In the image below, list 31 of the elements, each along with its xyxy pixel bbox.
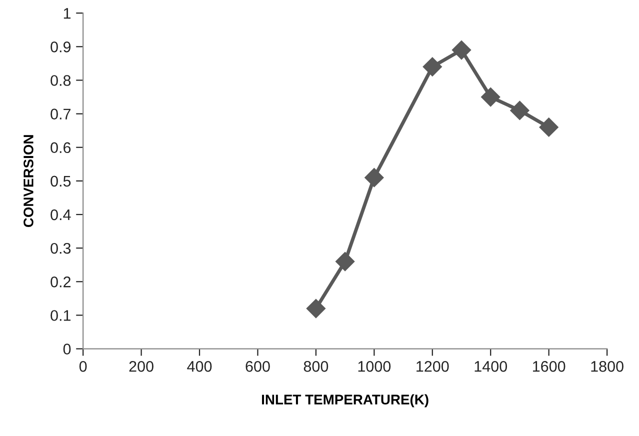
y-tick-label: 1: [64, 8, 71, 19]
y-tick-label: 0.6: [50, 142, 71, 154]
x-tick-label: 400: [187, 361, 212, 372]
y-tick-label: 0.7: [50, 108, 70, 120]
x-tick-label: 800: [304, 361, 328, 372]
x-tick-label: 1000: [358, 361, 391, 372]
x-tick-label: 600: [246, 361, 270, 372]
y-axis-title: CONVERSION: [24, 135, 34, 228]
point: [481, 87, 500, 107]
x-tick-label: 1400: [474, 361, 508, 372]
point: [364, 168, 384, 188]
point: [510, 100, 530, 120]
y-tick-label: 0: [63, 344, 71, 354]
y-tick-label: 0.8: [50, 75, 71, 86]
x-tick-label: 1600: [533, 361, 566, 372]
y-tick-label: 0.5: [50, 176, 71, 187]
point: [306, 298, 326, 318]
x-tick-label: 200: [129, 361, 154, 372]
y-tick-label: 0.3: [50, 242, 71, 254]
y-tick-label: 0.1: [50, 310, 71, 321]
point: [336, 252, 355, 272]
x-tick-label: 0: [79, 361, 87, 372]
y-tick-label: 0.2: [50, 276, 70, 288]
point: [539, 118, 558, 137]
point: [452, 40, 472, 60]
x-axis-title: INLET TEMPERATURE(K): [262, 394, 428, 408]
point: [422, 57, 442, 76]
y-tick-label: 0.4: [50, 209, 71, 220]
x-tick-label: 1800: [591, 361, 624, 372]
x-tick-label: 1200: [416, 361, 449, 372]
y-tick-label: 0.9: [50, 42, 71, 52]
